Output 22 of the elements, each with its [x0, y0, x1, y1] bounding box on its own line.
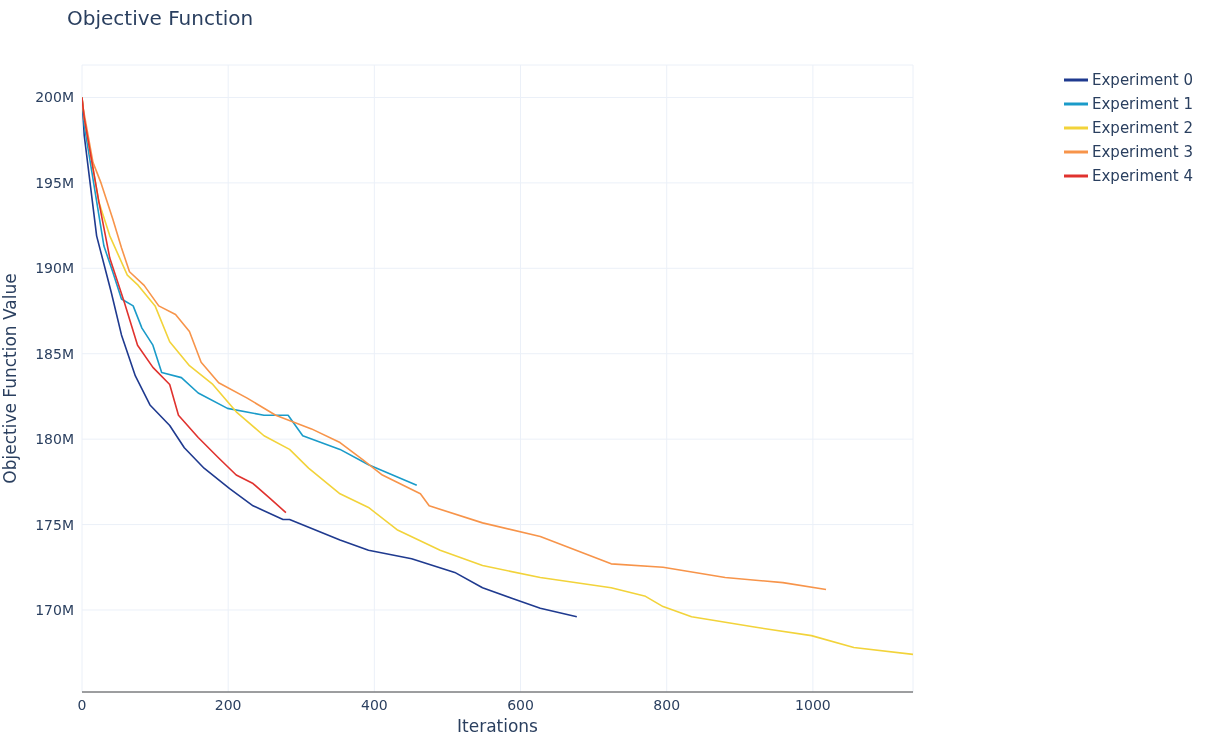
x-tick-label: 0	[77, 696, 87, 713]
legend-label: Experiment 2	[1092, 118, 1193, 137]
y-tick-label: 185M	[35, 345, 74, 362]
legend-label: Experiment 0	[1092, 70, 1193, 89]
legend-label: Experiment 1	[1092, 94, 1193, 113]
line-series	[82, 96, 287, 514]
x-tick-label: 600	[507, 696, 534, 713]
x-tick-label: 1000	[795, 696, 831, 713]
legend-label: Experiment 3	[1092, 142, 1193, 161]
legend-label: Experiment 4	[1092, 166, 1193, 185]
x-tick-label: 800	[653, 696, 681, 713]
y-tick-label: 200M	[35, 89, 74, 106]
chart-title: Objective Function	[67, 6, 254, 30]
x-axis-title: Iterations	[457, 716, 539, 735]
x-tick-label: 200	[214, 696, 242, 713]
y-tick-label: 195M	[35, 174, 74, 191]
x-tick-label: 400	[360, 696, 388, 713]
y-tick-label: 190M	[35, 260, 74, 277]
y-axis-title: Objective Function Value	[0, 273, 21, 484]
y-tick-label: 180M	[35, 431, 74, 448]
y-tick-label: 170M	[35, 601, 74, 618]
y-tick-label: 175M	[35, 516, 74, 533]
